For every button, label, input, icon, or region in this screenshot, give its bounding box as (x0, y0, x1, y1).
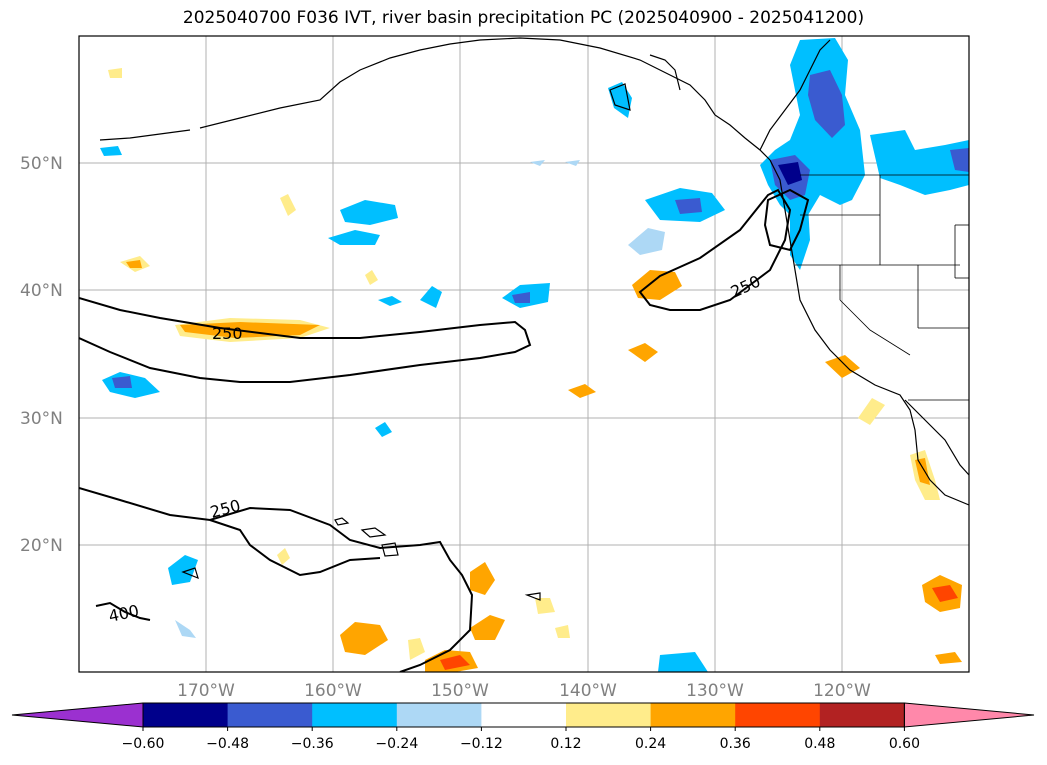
longitude-labels: 170°W 160°W 150°W 140°W 130°W 120°W (177, 681, 871, 701)
colorbar-segment (566, 703, 652, 727)
colorbar-tick-label: −0.24 (375, 736, 418, 752)
precipitation-pc-shading (100, 38, 969, 672)
colorbar-segment (227, 703, 313, 727)
map-frame (78, 35, 970, 673)
lat-label-20n: 20°N (20, 536, 63, 556)
ivt-contours (79, 188, 810, 672)
lon-label-130w: 130°W (686, 681, 744, 701)
colorbar-segment (650, 703, 736, 727)
colorbar-segment (143, 703, 229, 727)
lat-label-30n: 30°N (20, 409, 63, 429)
colorbar-segment (312, 703, 398, 727)
colorbar-tick-label: −0.36 (291, 736, 334, 752)
colorbar-extend-low (11, 702, 144, 728)
colorbar-tick-label: −0.60 (122, 736, 165, 752)
lon-label-150w: 150°W (431, 681, 489, 701)
colorbar-tick-label: −0.12 (460, 736, 503, 752)
contour-label-250-a: 250 (212, 324, 243, 343)
colorbar: −0.60 −0.48 −0.36 −0.24 −0.12 0.12 0.24 0.36 0.4… (11, 702, 1035, 752)
lon-label-120w: 120°W (813, 681, 871, 701)
map-title: 2025040700 F036 IVT, river basin precipi… (182, 8, 865, 28)
colorbar-extend-high (903, 702, 1035, 728)
lon-label-160w: 160°W (304, 681, 362, 701)
latitude-labels: 50°N 40°N 30°N 20°N (20, 154, 63, 556)
lon-label-140w: 140°W (559, 681, 617, 701)
lon-label-170w: 170°W (177, 681, 235, 701)
colorbar-tick-label: 0.48 (804, 736, 835, 752)
colorbar-segment (481, 703, 567, 727)
colorbar-tick-label: 0.24 (635, 736, 666, 752)
colorbar-tick-label: 0.36 (720, 736, 751, 752)
colorbar-segment (396, 703, 482, 727)
colorbar-segment (819, 703, 905, 727)
lat-label-50n: 50°N (20, 154, 63, 174)
lat-label-40n: 40°N (20, 281, 63, 301)
colorbar-border (142, 702, 905, 728)
colorbar-tick-label: 0.12 (550, 736, 581, 752)
political-borders (795, 174, 969, 401)
colorbar-tick-label: −0.48 (206, 736, 249, 752)
colorbar-segment (735, 703, 821, 727)
colorbar-tick-label: 0.60 (889, 736, 920, 752)
coastlines (99, 37, 969, 601)
